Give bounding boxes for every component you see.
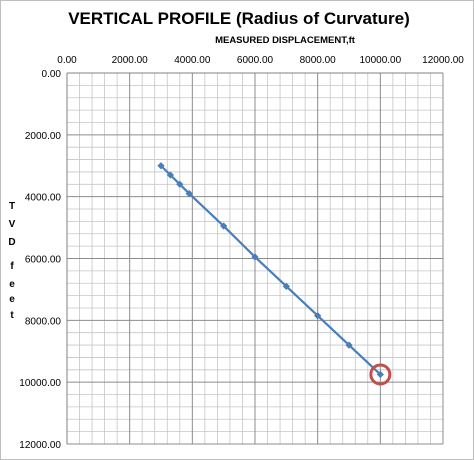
highlight-circle	[369, 363, 392, 386]
x-tick-label: 12000.00	[422, 55, 464, 66]
y-axis-label-letter: V	[9, 219, 16, 230]
y-axis-label-letter: D	[8, 237, 15, 248]
data-point	[185, 189, 193, 198]
data-point	[157, 162, 165, 170]
x-tick-label: 8000.00	[300, 55, 337, 66]
y-axis-label-letter: e	[9, 279, 15, 290]
y-axis-label-letter: f	[10, 261, 14, 272]
data-point	[251, 253, 259, 261]
series-line	[160, 164, 382, 376]
y-tick-label: 10000.00	[19, 378, 61, 389]
x-tick-label: 4000.00	[174, 55, 211, 66]
data-point	[166, 171, 175, 179]
grid	[66, 72, 444, 445]
y-tick-label: 4000.00	[25, 193, 62, 204]
data-point	[376, 370, 384, 379]
y-tick-label: 0.00	[42, 69, 62, 80]
x-tick-label: 6000.00	[237, 55, 274, 66]
y-axis-label-letter: e	[9, 294, 15, 305]
data-point	[314, 312, 322, 320]
data-point	[345, 341, 353, 349]
axes: 0.00 2000.00 4000.00 6000.00 8000.00 10000.00…	[19, 55, 464, 451]
x-tick-label: 2000.00	[112, 55, 149, 66]
chart-title: VERTICAL PROFILE (Radius of Curvature)	[68, 9, 410, 28]
x-axis-label: MEASURED DISPLACEMENT,ft	[215, 35, 356, 46]
y-tick-label: 8000.00	[25, 316, 62, 327]
y-tick-label: 6000.00	[25, 255, 62, 266]
y-axis-label-letter: T	[9, 201, 15, 212]
x-tick-label: 0.00	[57, 55, 77, 66]
y-tick-label: 2000.00	[25, 131, 62, 142]
data-point	[282, 282, 290, 290]
data-point	[176, 180, 184, 188]
data-point	[220, 222, 228, 230]
x-tick-label: 10000.00	[359, 55, 401, 66]
y-tick-label: 12000.00	[19, 440, 61, 451]
y-axis-label-letter: t	[10, 310, 14, 321]
series	[157, 162, 392, 386]
